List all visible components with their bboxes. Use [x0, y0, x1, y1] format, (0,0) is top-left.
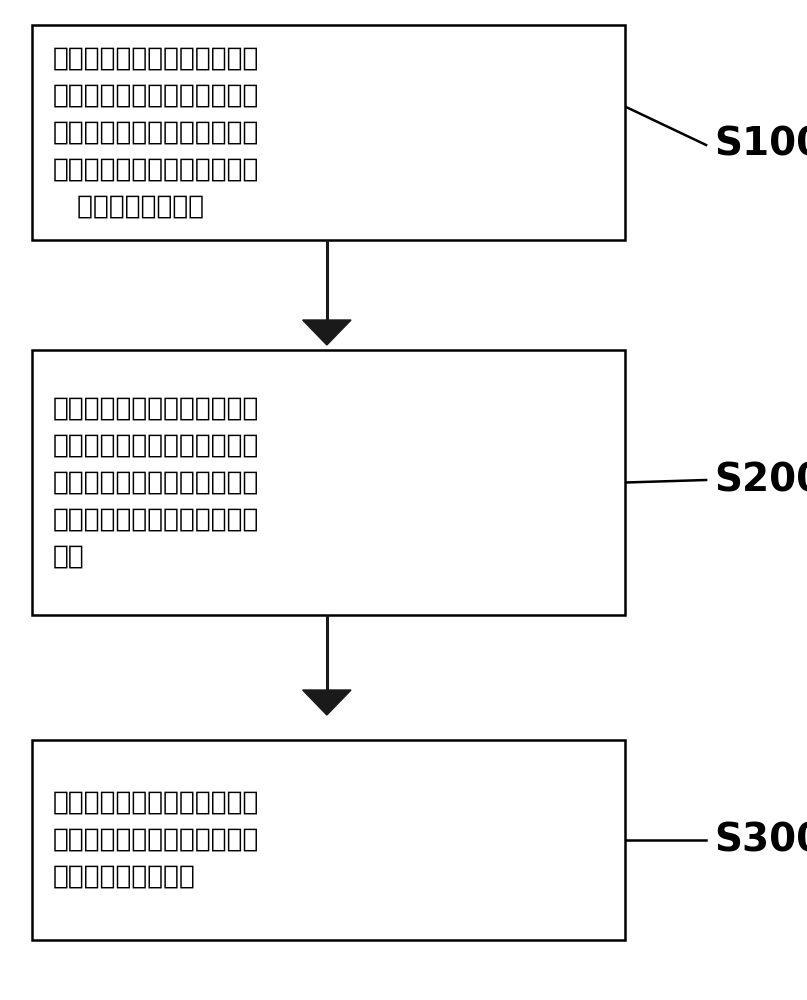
Bar [32, 740, 625, 940]
Polygon shape [303, 690, 351, 715]
Text: S100: S100 [714, 126, 807, 164]
Text: 根据每一预设分段的所述放大
颈动脉外膜数据分别获取对应
分段的实际斑块数据: 根据每一预设分段的所述放大 颈动脉外膜数据分别获取对应 分段的实际斑块数据 [52, 790, 259, 890]
Text: S200: S200 [714, 461, 807, 499]
Text: 对于每一预设分段，根据所述
预设分段的颈动脉外膜数据获
取所述预设分段中的最大外膜
舒张状态时的放大颈动脉外膜
数据: 对于每一预设分段，根据所述 预设分段的颈动脉外膜数据获 取所述预设分段中的最大外… [52, 395, 259, 569]
Bar [32, 25, 625, 240]
Polygon shape [303, 320, 351, 345]
Text: S300: S300 [714, 821, 807, 859]
Bar [32, 350, 625, 615]
Text: 获取颈动脉超声图像中预设分
段处的颈动脉外膜数据和颈动
脉斑块数据，所述预设分段包
括颈总动脉、颈外动脉和颈内
   动脉中的至少一种: 获取颈动脉超声图像中预设分 段处的颈动脉外膜数据和颈动 脉斑块数据，所述预设分段… [52, 45, 259, 220]
